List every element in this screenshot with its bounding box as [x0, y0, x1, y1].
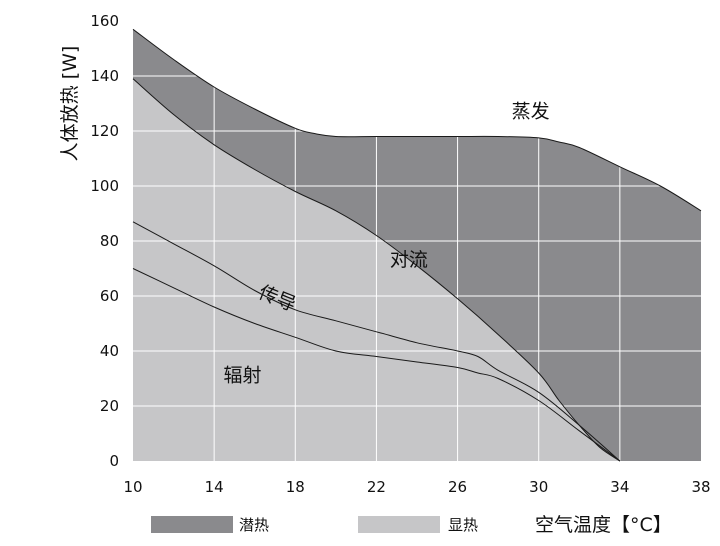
sensible-heat-line: [132, 78, 621, 462]
y-axis-ticks: 0 20 40 60 80 100 120 140 160: [90, 12, 119, 470]
x-tick-label: 14: [205, 478, 224, 496]
y-tick-label: 120: [90, 122, 119, 140]
radiation-boundary-line: [132, 268, 621, 462]
y-tick-label: 140: [90, 67, 119, 85]
legend-label-latent: 潜热: [239, 516, 269, 534]
y-tick-label: 0: [109, 452, 119, 470]
y-axis-label: 人体放热 [W]: [59, 46, 81, 162]
y-tick-label: 100: [90, 177, 119, 195]
y-tick-label: 60: [100, 287, 119, 305]
legend: 潜热 显热: [151, 516, 478, 534]
x-tick-label: 38: [691, 478, 710, 496]
x-tick-label: 22: [367, 478, 386, 496]
total-heat-line: [132, 28, 702, 212]
x-axis-ticks: 10 14 18 22 26 30 34 38: [123, 478, 710, 496]
grid-lines: [133, 21, 701, 461]
region-label: 辐射: [224, 364, 262, 386]
region-label: 蒸发: [512, 100, 550, 122]
legend-swatch-sensible: [358, 516, 440, 533]
x-tick-label: 34: [610, 478, 629, 496]
legend-swatch-latent: [151, 516, 233, 533]
x-tick-label: 30: [529, 478, 548, 496]
x-tick-label: 18: [286, 478, 305, 496]
y-tick-label: 20: [100, 397, 119, 415]
region-label: 对流: [390, 249, 428, 271]
x-tick-label: 26: [448, 478, 467, 496]
conduction-boundary-line: [132, 221, 621, 462]
legend-label-sensible: 显热: [448, 516, 478, 534]
y-tick-label: 40: [100, 342, 119, 360]
y-tick-label: 80: [100, 232, 119, 250]
x-axis-label: 空气温度【°C】: [535, 514, 672, 536]
y-tick-label: 160: [90, 12, 119, 30]
x-tick-label: 10: [123, 478, 142, 496]
